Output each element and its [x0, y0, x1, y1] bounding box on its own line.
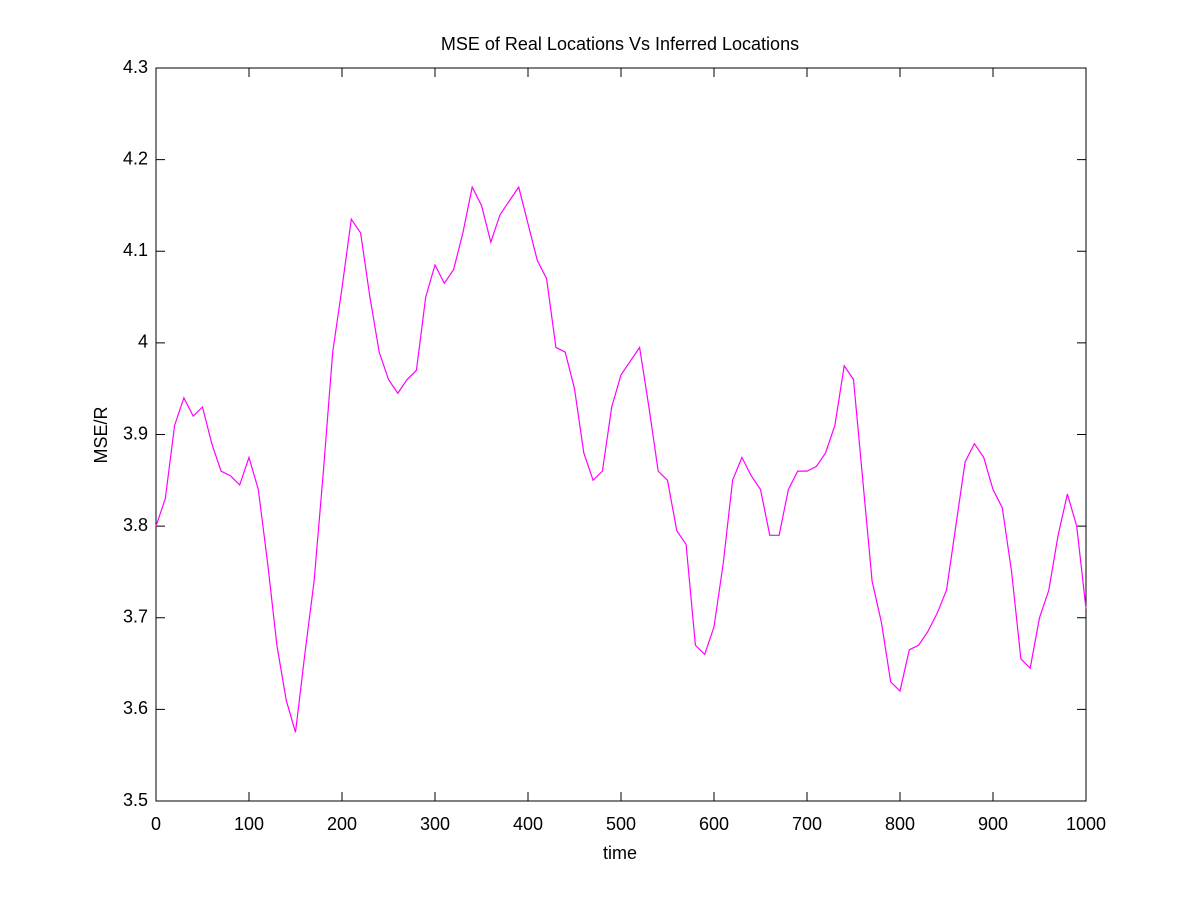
x-axis-label: time — [603, 843, 637, 863]
x-tick-label: 1000 — [1066, 814, 1106, 834]
chart-title: MSE of Real Locations Vs Inferred Locati… — [441, 34, 799, 54]
data-line — [155, 185, 1087, 733]
x-tick-label: 700 — [792, 814, 822, 834]
y-tick-label: 3.6 — [123, 698, 148, 718]
x-tick-label: 900 — [978, 814, 1008, 834]
x-tick-label: 500 — [606, 814, 636, 834]
x-tick-label: 600 — [699, 814, 729, 834]
y-tick-label: 3.5 — [123, 790, 148, 810]
x-tick-label: 0 — [151, 814, 161, 834]
x-tick-label: 300 — [420, 814, 450, 834]
y-tick-label: 4.3 — [123, 57, 148, 77]
x-tick-label: 800 — [885, 814, 915, 834]
y-tick-label: 3.7 — [123, 607, 148, 627]
x-tick-label: 100 — [234, 814, 264, 834]
y-tick-label: 4 — [138, 332, 148, 352]
y-tick-label: 4.1 — [123, 240, 148, 260]
y-axis-label: MSE/R — [91, 406, 111, 463]
y-tick-label: 4.2 — [123, 148, 148, 168]
x-tick-label: 200 — [327, 814, 357, 834]
y-tick-label: 3.8 — [123, 515, 148, 535]
x-tick-label: 400 — [513, 814, 543, 834]
y-tick-label: 3.9 — [123, 423, 148, 443]
